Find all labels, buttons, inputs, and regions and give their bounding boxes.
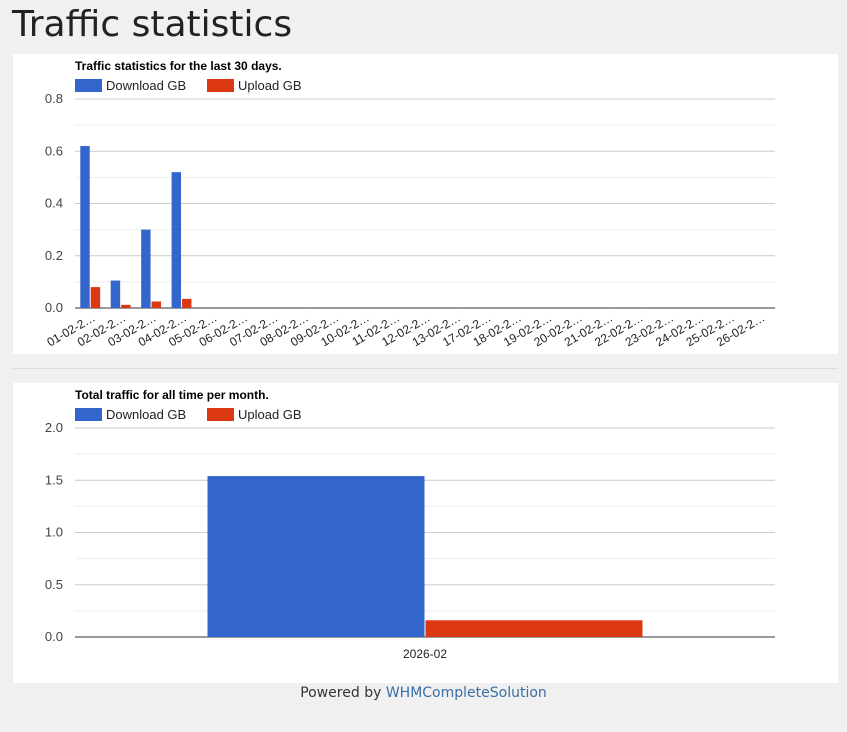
y-tick-label: 1.5	[45, 472, 63, 487]
legend-label: Download GB	[106, 407, 186, 422]
legend-label: Download GB	[106, 78, 186, 93]
y-tick-label: 0.4	[45, 196, 63, 211]
footer-prefix: Powered by	[300, 685, 382, 701]
y-tick-label: 2.0	[45, 420, 63, 435]
legend-swatch	[207, 79, 234, 92]
monthly-traffic-panel: Total traffic for all time per month. Dow…	[13, 383, 838, 683]
y-tick-label: 0.0	[45, 629, 63, 644]
y-tick-label: 0.0	[45, 300, 63, 315]
chart-title: Traffic statistics for the last 30 days.	[75, 59, 282, 73]
whmcs-link[interactable]: WHMCompleteSolution	[385, 685, 547, 701]
legend-label: Upload GB	[238, 78, 302, 93]
bar-upload	[425, 620, 643, 637]
bar-download	[80, 146, 90, 308]
legend-swatch	[75, 79, 102, 92]
monthly-traffic-chart: Total traffic for all time per month. Dow…	[45, 388, 775, 661]
divider	[13, 368, 838, 369]
page-title: Traffic statistics	[12, 4, 293, 45]
legend-swatch	[207, 408, 234, 421]
y-tick-label: 0.6	[45, 143, 63, 158]
footer: Powered by WHMCompleteSolution	[0, 685, 847, 701]
bar-upload	[90, 287, 101, 308]
bar-download	[141, 229, 151, 308]
legend-label: Upload GB	[238, 407, 302, 422]
daily-traffic-chart: Traffic statistics for the last 30 days.…	[44, 59, 775, 349]
chart-title: Total traffic for all time per month.	[75, 388, 269, 402]
legend-swatch	[75, 408, 102, 421]
daily-traffic-panel: Traffic statistics for the last 30 days.…	[13, 54, 838, 354]
y-tick-label: 0.5	[45, 577, 63, 592]
x-tick-label: 2026-02	[403, 647, 447, 661]
y-tick-label: 1.0	[45, 525, 63, 540]
bar-upload	[182, 298, 192, 308]
bar-download	[110, 280, 121, 308]
bar-upload	[151, 301, 162, 308]
bar-download	[207, 476, 425, 637]
y-tick-label: 0.2	[45, 248, 63, 263]
bar-download	[171, 172, 182, 308]
bar-upload	[121, 304, 131, 308]
y-tick-label: 0.8	[45, 91, 63, 106]
